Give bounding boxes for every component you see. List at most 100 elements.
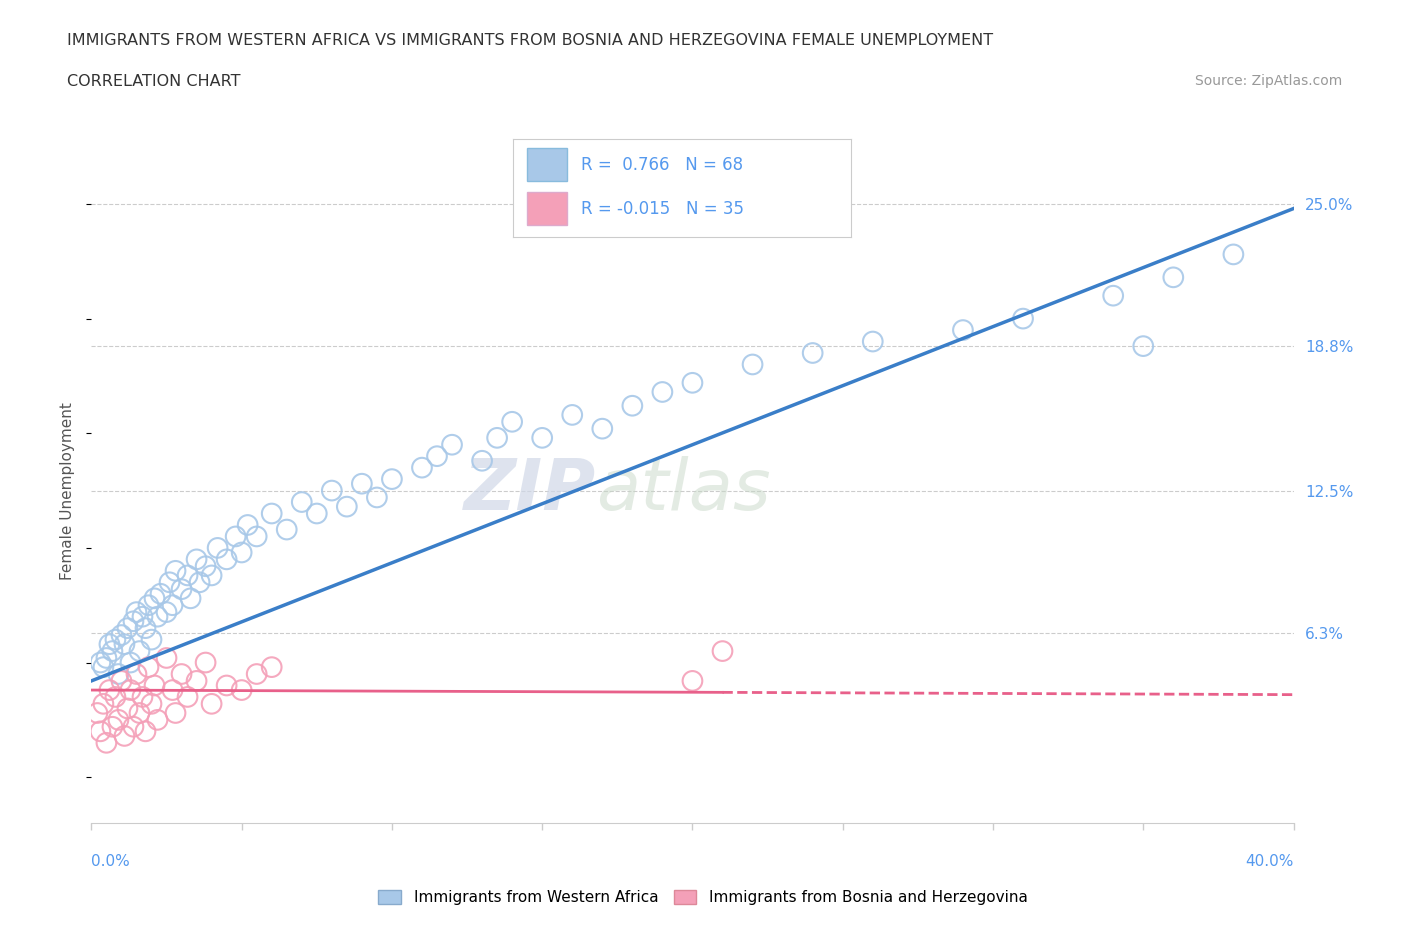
Point — [681, 376, 703, 391]
Text: 40.0%: 40.0% — [1246, 854, 1294, 869]
Point — [1222, 247, 1244, 262]
Text: 0.0%: 0.0% — [91, 854, 131, 869]
Point — [1132, 339, 1154, 353]
Point — [86, 706, 108, 721]
Point — [276, 522, 298, 537]
Point — [122, 719, 145, 734]
Text: atlas: atlas — [596, 456, 770, 525]
Point — [231, 545, 253, 560]
Point — [93, 659, 115, 674]
Point — [131, 689, 153, 704]
Point — [486, 431, 509, 445]
Point — [471, 453, 494, 468]
Point — [101, 644, 124, 658]
Point — [246, 529, 269, 544]
Point — [186, 551, 208, 566]
Point — [114, 728, 136, 743]
Point — [561, 407, 583, 422]
Point — [122, 614, 145, 629]
Point — [125, 604, 148, 619]
Point — [141, 697, 163, 711]
Point — [165, 706, 187, 721]
Legend: Immigrants from Western Africa, Immigrants from Bosnia and Herzegovina: Immigrants from Western Africa, Immigran… — [371, 883, 1035, 913]
Point — [440, 437, 463, 452]
Point — [125, 667, 148, 682]
Point — [143, 591, 166, 605]
Point — [128, 644, 150, 658]
Point — [188, 575, 211, 590]
Point — [291, 495, 314, 510]
Y-axis label: Female Unemployment: Female Unemployment — [60, 402, 76, 579]
Point — [138, 659, 160, 674]
Text: R = -0.015   N = 35: R = -0.015 N = 35 — [581, 200, 744, 218]
Point — [114, 637, 136, 652]
Point — [93, 697, 115, 711]
Point — [146, 712, 169, 727]
Point — [411, 460, 433, 475]
Point — [120, 655, 142, 670]
Point — [120, 683, 142, 698]
Point — [155, 604, 177, 619]
Text: CORRELATION CHART: CORRELATION CHART — [67, 74, 240, 89]
Point — [180, 591, 202, 605]
Point — [165, 564, 187, 578]
Point — [801, 346, 824, 361]
Point — [231, 683, 253, 698]
Point — [501, 415, 523, 430]
Point — [146, 609, 169, 624]
Point — [246, 667, 269, 682]
Point — [107, 712, 129, 727]
Point — [260, 506, 283, 521]
Point — [110, 673, 132, 688]
Point — [194, 655, 217, 670]
Point — [215, 678, 238, 693]
Point — [170, 582, 193, 597]
Point — [952, 323, 974, 338]
Point — [862, 334, 884, 349]
Point — [681, 673, 703, 688]
Point — [101, 719, 124, 734]
Point — [260, 659, 283, 674]
Point — [98, 683, 121, 698]
Point — [531, 431, 554, 445]
Point — [426, 449, 449, 464]
Point — [336, 499, 359, 514]
Point — [96, 736, 118, 751]
Point — [741, 357, 763, 372]
Point — [711, 644, 734, 658]
Text: IMMIGRANTS FROM WESTERN AFRICA VS IMMIGRANTS FROM BOSNIA AND HERZEGOVINA FEMALE : IMMIGRANTS FROM WESTERN AFRICA VS IMMIGR… — [67, 33, 994, 47]
Point — [149, 586, 172, 601]
Point — [117, 620, 139, 635]
Point — [176, 568, 198, 583]
Point — [141, 632, 163, 647]
Point — [1012, 312, 1035, 326]
Point — [366, 490, 388, 505]
Point — [381, 472, 404, 486]
Point — [128, 706, 150, 721]
Point — [1102, 288, 1125, 303]
Point — [104, 689, 127, 704]
Point — [159, 575, 181, 590]
Point — [215, 551, 238, 566]
Bar — [527, 148, 567, 181]
Point — [107, 667, 129, 682]
Point — [201, 568, 224, 583]
Text: Source: ZipAtlas.com: Source: ZipAtlas.com — [1195, 74, 1343, 88]
Point — [98, 637, 121, 652]
Point — [305, 506, 328, 521]
Point — [162, 683, 184, 698]
Point — [134, 620, 156, 635]
Point — [1161, 270, 1184, 285]
Bar — [527, 193, 567, 225]
Point — [194, 559, 217, 574]
Point — [225, 529, 247, 544]
Point — [621, 398, 644, 413]
Point — [143, 678, 166, 693]
Point — [131, 609, 153, 624]
Point — [201, 697, 224, 711]
Point — [591, 421, 613, 436]
Point — [176, 689, 198, 704]
Text: ZIP: ZIP — [464, 456, 596, 525]
Point — [236, 517, 259, 532]
Point — [207, 540, 229, 555]
